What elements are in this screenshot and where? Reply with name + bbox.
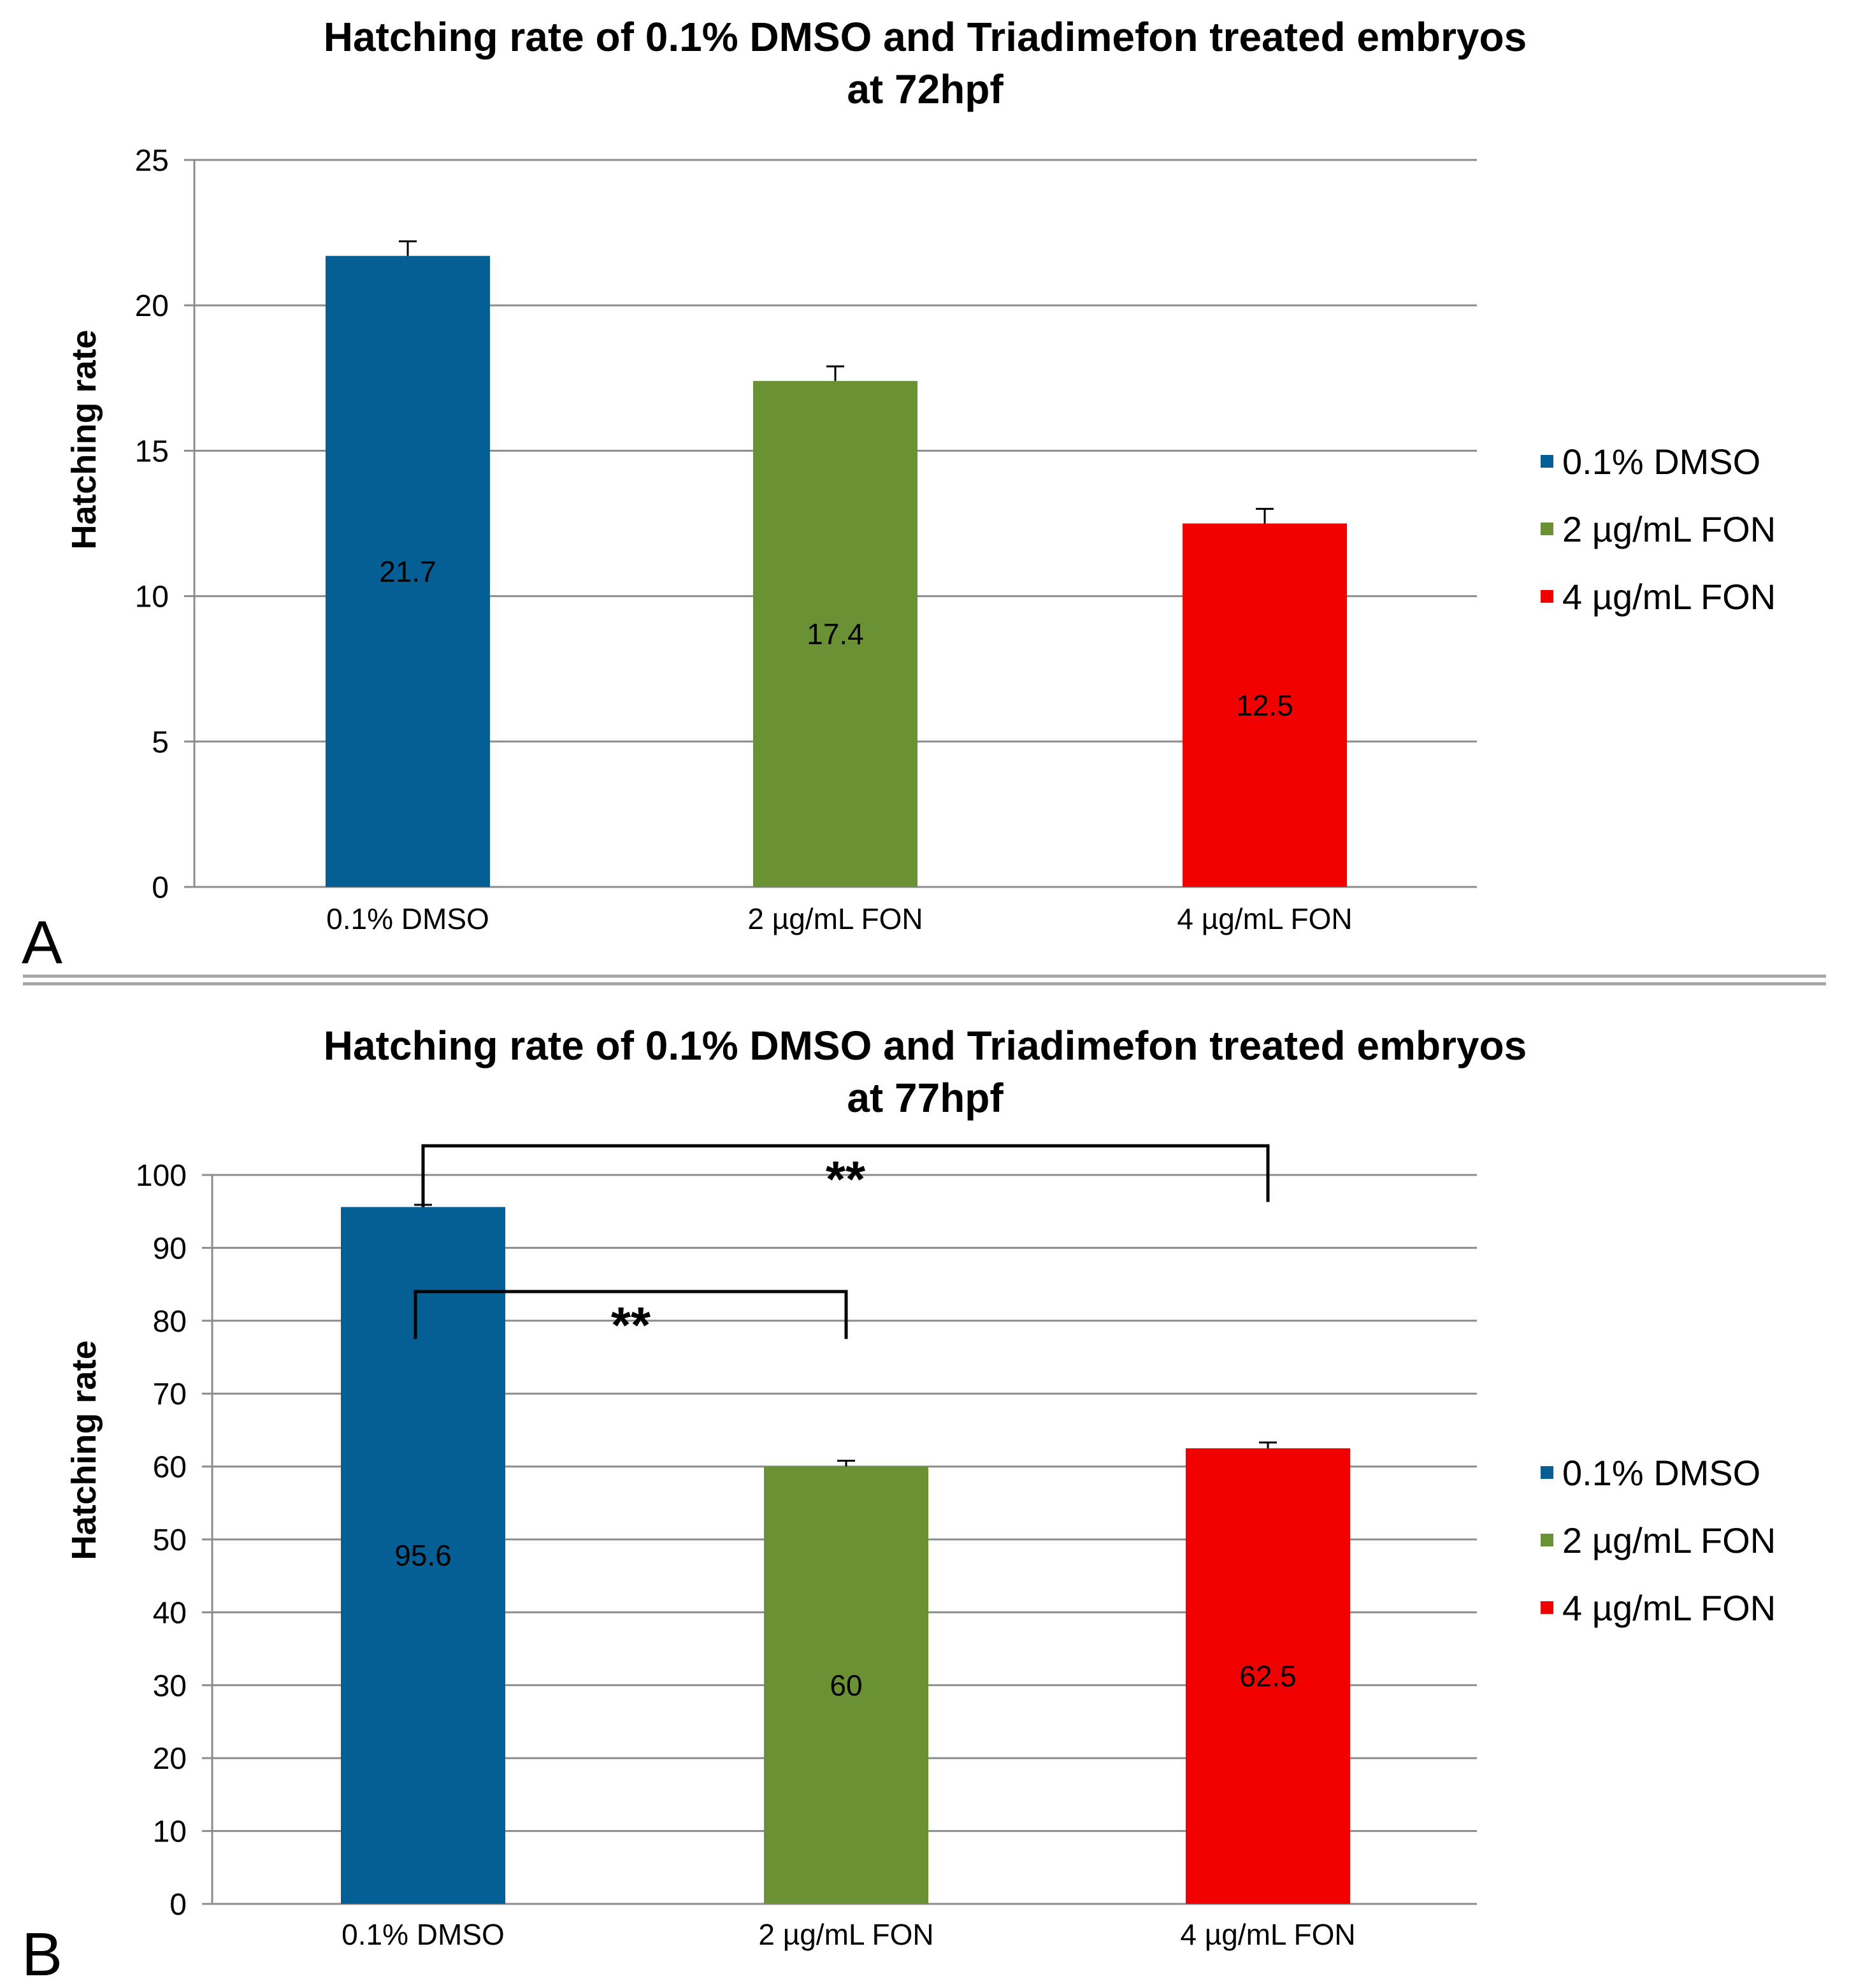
legend-label: 2 µg/mL FON (1562, 509, 1776, 549)
y-tick-label: 5 (152, 726, 169, 760)
legend-swatch (1541, 1466, 1553, 1479)
y-tick-label: 80 (153, 1305, 187, 1339)
bar-b-1 (341, 1207, 505, 1904)
x-tick-label: 4 µg/mL FON (1177, 902, 1352, 935)
significance-label: ** (611, 1297, 651, 1353)
y-tick-label: 50 (153, 1523, 187, 1557)
legend-swatch (1541, 1534, 1553, 1546)
bar-a-1 (326, 256, 490, 887)
y-tick-label: 100 (136, 1159, 187, 1193)
legend-swatch (1541, 590, 1553, 603)
y-tick-label: 60 (153, 1451, 187, 1485)
legend-label: 2 µg/mL FON (1562, 1520, 1776, 1560)
chart-title-line-2: at 72hpf (847, 66, 1004, 112)
panel-label: A (22, 909, 62, 977)
y-tick-label: 10 (153, 1815, 187, 1849)
legend-label: 0.1% DMSO (1562, 442, 1760, 482)
legend-label: 4 µg/mL FON (1562, 1588, 1776, 1628)
data-label: 17.4 (807, 617, 864, 651)
x-tick-label: 0.1% DMSO (326, 902, 489, 935)
x-tick-label: 2 µg/mL FON (747, 902, 923, 935)
bar-a-2 (753, 380, 917, 887)
chart-panel-a: Hatching rate of 0.1% DMSO and Triadimef… (22, 14, 1776, 977)
significance-label: ** (826, 1151, 866, 1207)
y-tick-label: 90 (153, 1232, 187, 1265)
legend-label: 4 µg/mL FON (1562, 577, 1776, 617)
chart-title-line-2: at 77hpf (847, 1075, 1004, 1121)
y-tick-label: 25 (135, 144, 169, 178)
y-tick-label: 0 (152, 871, 169, 905)
y-axis-label: Hatching rate (65, 329, 103, 549)
y-tick-label: 30 (153, 1669, 187, 1703)
legend-swatch (1541, 522, 1553, 535)
y-tick-label: 15 (135, 435, 169, 468)
legend-label: 0.1% DMSO (1562, 1453, 1760, 1493)
data-label: 12.5 (1236, 689, 1293, 722)
data-label: 62.5 (1239, 1660, 1297, 1693)
y-tick-label: 40 (153, 1596, 187, 1630)
chart-title-line-1: Hatching rate of 0.1% DMSO and Triadimef… (324, 14, 1527, 60)
bar-b-3 (1186, 1448, 1350, 1904)
y-tick-label: 0 (169, 1888, 187, 1922)
x-tick-label: 0.1% DMSO (342, 1918, 505, 1951)
significance-bracket (421, 1144, 1270, 1207)
panel-label: B (22, 1920, 62, 1988)
y-tick-label: 10 (135, 580, 169, 614)
data-label: 95.6 (394, 1539, 452, 1572)
bar-a-3 (1183, 523, 1347, 887)
x-tick-label: 4 µg/mL FON (1180, 1918, 1355, 1951)
y-tick-label: 20 (135, 289, 169, 323)
legend-swatch (1541, 1601, 1553, 1614)
y-axis-label: Hatching rate (65, 1340, 103, 1560)
x-tick-label: 2 µg/mL FON (758, 1918, 933, 1951)
y-tick-label: 20 (153, 1742, 187, 1776)
data-label: 60 (830, 1669, 862, 1702)
significance-bracket (414, 1290, 848, 1339)
chart-panel-b: Hatching rate of 0.1% DMSO and Triadimef… (22, 1023, 1776, 1988)
bar-b-2 (764, 1466, 928, 1904)
y-tick-label: 70 (153, 1378, 187, 1411)
data-label: 21.7 (379, 555, 436, 588)
legend-swatch (1541, 455, 1553, 468)
chart-title-line-1: Hatching rate of 0.1% DMSO and Triadimef… (324, 1023, 1527, 1069)
